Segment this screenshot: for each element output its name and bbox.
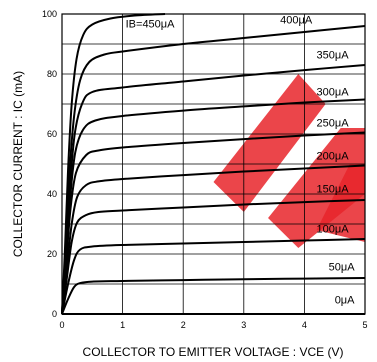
curve-label: 0μA <box>335 295 355 307</box>
curve-label: IB=450μA <box>126 19 176 31</box>
x-tick-label: 5 <box>362 320 367 330</box>
x-tick-label: 3 <box>241 320 246 330</box>
x-tick-label: 4 <box>302 320 307 330</box>
curve-label: 400μA <box>280 15 313 27</box>
y-tick-label: 100 <box>42 9 57 19</box>
y-tick-label: 20 <box>47 249 57 259</box>
curve-100A <box>62 239 365 314</box>
curve-label: 50μA <box>329 262 356 274</box>
curve-label: 100μA <box>317 223 350 235</box>
y-tick-label: 40 <box>47 189 57 199</box>
curve-50A <box>62 278 365 314</box>
x-tick-label: 2 <box>181 320 186 330</box>
x-axis-label: COLLECTOR TO EMITTER VOLTAGE : VCE (V) <box>83 345 344 359</box>
curve-label: 350μA <box>317 49 350 61</box>
x-tick-labels: 0 1 2 3 4 5 <box>59 320 367 330</box>
y-tick-label: 0 <box>52 309 57 319</box>
y-tick-labels: 0 20 40 60 80 100 <box>42 9 57 319</box>
y-axis-label: COLLECTOR CURRENT : IC (mA) <box>11 71 25 257</box>
curve-label: 250μA <box>317 118 350 130</box>
x-tick-label: 0 <box>59 320 64 330</box>
curve-label: 300μA <box>317 87 350 99</box>
curve-label: 200μA <box>317 151 350 163</box>
y-tick-label: 60 <box>47 129 57 139</box>
x-tick-label: 1 <box>120 320 125 330</box>
y-tick-label: 80 <box>47 69 57 79</box>
curve-label: 150μA <box>317 184 350 196</box>
